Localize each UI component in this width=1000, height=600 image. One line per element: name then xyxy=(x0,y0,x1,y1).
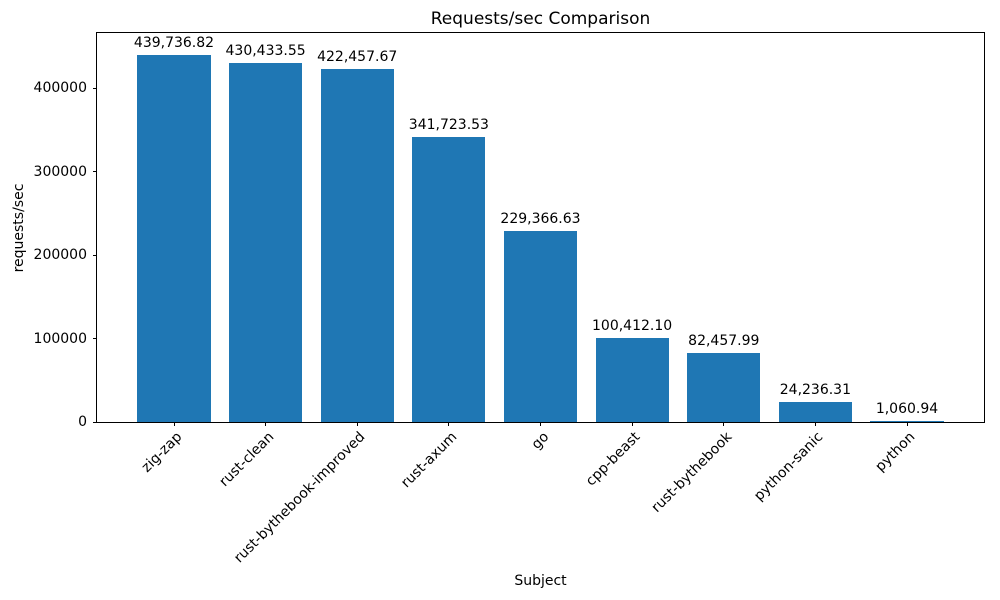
bar-value-label: 1,060.94 xyxy=(875,401,939,418)
y-tick-mark xyxy=(93,338,97,339)
x-tick-label: python xyxy=(872,429,919,475)
bar xyxy=(137,54,211,422)
bar-value-label: 24,236.31 xyxy=(779,381,852,398)
bar xyxy=(412,136,486,422)
x-tick-mark xyxy=(448,422,450,426)
y-tick-mark xyxy=(93,171,97,172)
x-tick-mark xyxy=(814,422,816,426)
x-tick-mark xyxy=(356,422,358,426)
bar xyxy=(595,338,669,422)
y-tick-label: 100000 xyxy=(33,330,87,347)
x-tick-label: rust-bythebook-improved xyxy=(231,429,369,567)
bar xyxy=(687,353,761,422)
x-tick-label: go xyxy=(528,429,552,453)
y-tick-label: 0 xyxy=(78,414,87,430)
bar-value-label: 422,457.67 xyxy=(317,49,398,66)
bar-value-label: 430,433.55 xyxy=(225,42,306,59)
bar-value-label: 341,723.53 xyxy=(408,116,489,133)
x-tick-mark xyxy=(631,422,633,426)
bar-value-label: 100,412.10 xyxy=(592,318,673,335)
y-tick-mark xyxy=(93,87,97,89)
x-tick-label: python-sanic xyxy=(751,429,827,505)
x-tick-label: rust-clean xyxy=(216,429,277,490)
bar xyxy=(778,401,852,422)
x-tick-mark xyxy=(906,422,908,426)
bar-value-label: 82,457.99 xyxy=(688,333,760,350)
bar xyxy=(320,69,394,422)
y-tick-label: 400000 xyxy=(33,80,87,96)
plot-area: 439,736.82 zig-zap 430,433.55 rust-clean 422… xyxy=(34,32,985,566)
bar-value-label: 229,366.63 xyxy=(500,210,581,227)
x-tick-mark xyxy=(265,422,267,426)
chart-title: Requests/sec Comparison xyxy=(430,9,651,29)
x-tick-label: cpp-beast xyxy=(583,429,644,490)
x-tick-mark xyxy=(540,422,541,426)
y-tick-mark xyxy=(93,421,97,423)
x-tick-label: zig-zap xyxy=(138,429,186,476)
bar-value-label: 439,736.82 xyxy=(133,34,215,51)
x-tick-label: rust-axum xyxy=(398,429,461,492)
y-axis-label: requests/sec xyxy=(11,183,27,273)
x-axis-label: Subject xyxy=(514,573,567,589)
x-tick-label: rust-bythebook xyxy=(648,429,736,516)
x-tick-mark xyxy=(723,422,725,426)
y-tick-label: 300000 xyxy=(33,163,87,180)
bar xyxy=(229,62,303,422)
bar xyxy=(503,230,578,422)
y-tick-label: 200000 xyxy=(33,247,87,263)
y-tick-mark xyxy=(93,254,97,256)
bar xyxy=(870,421,944,422)
x-tick-mark xyxy=(173,422,175,426)
